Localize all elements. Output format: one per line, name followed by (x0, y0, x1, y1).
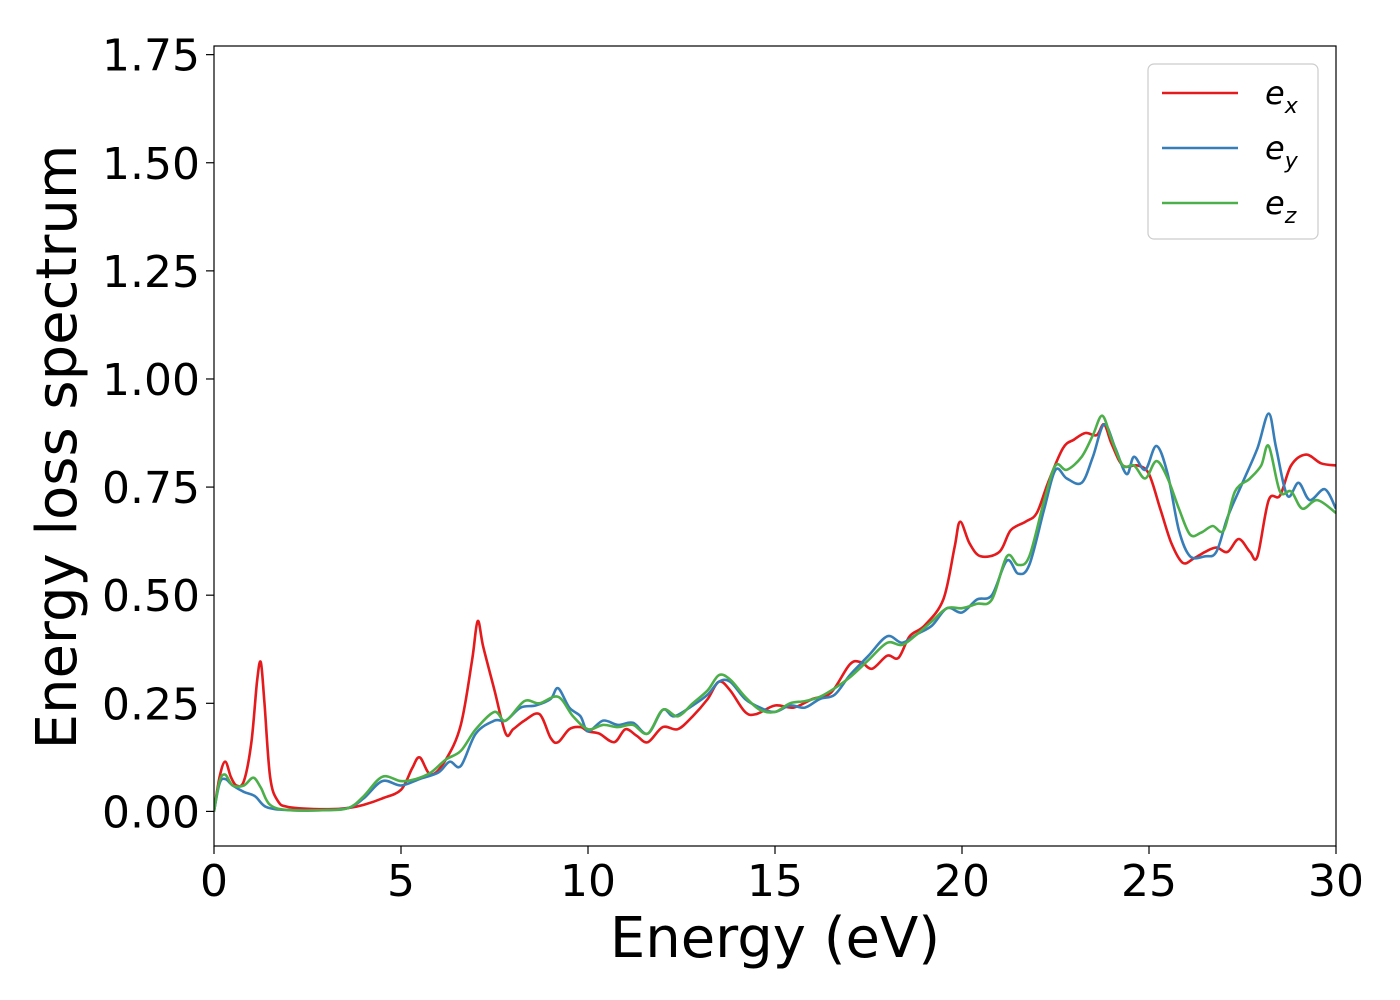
y-tick-label: 1.75 (102, 31, 200, 82)
y-tick-label: 1.25 (102, 247, 200, 298)
y-axis-title: Energy loss spectrum (25, 145, 90, 750)
axes: 0 5 10 15 20 25 30 0.00 0.25 0.50 0.75 1.00 1.25 1.50… (102, 31, 1364, 907)
legend-subscript: y (1284, 149, 1299, 174)
y-tick-label: 0.50 (102, 571, 200, 622)
x-tick-label: 5 (387, 856, 415, 907)
legend-subscript: x (1284, 94, 1299, 119)
y-tick-label: 1.50 (102, 139, 200, 190)
x-tick-label: 20 (934, 856, 990, 907)
plot-area (214, 412, 1336, 812)
y-tick-label: 0.75 (102, 463, 200, 514)
y-tick-label: 0.00 (102, 787, 200, 838)
x-tick-label: 30 (1308, 856, 1364, 907)
x-tick-label: 15 (747, 856, 803, 907)
y-tick-label: 0.25 (102, 679, 200, 730)
series-line-ex (214, 423, 1336, 812)
x-axis-title: Energy (eV) (610, 906, 940, 971)
x-tick-label: 10 (560, 856, 616, 907)
y-tick-label: 1.00 (102, 355, 200, 406)
x-tick-label: 0 (200, 856, 228, 907)
series-line-ez (214, 414, 1336, 812)
legend-subscript: z (1284, 204, 1297, 229)
x-tick-label: 25 (1121, 856, 1177, 907)
legend-box (1147, 63, 1319, 240)
